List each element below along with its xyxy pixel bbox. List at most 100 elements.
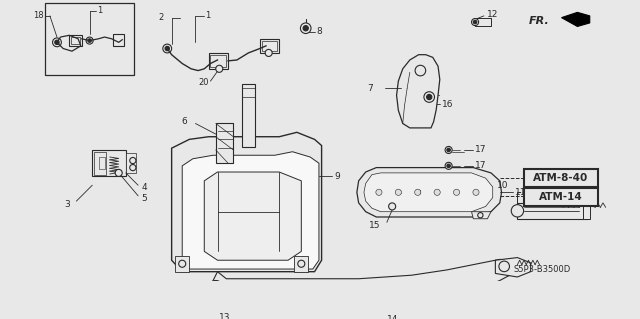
Circle shape	[445, 162, 452, 169]
Text: ATM-14: ATM-14	[539, 192, 582, 202]
Circle shape	[415, 65, 426, 76]
Polygon shape	[175, 256, 189, 272]
Circle shape	[216, 65, 223, 72]
Circle shape	[265, 49, 272, 56]
Text: 10: 10	[497, 181, 509, 190]
Bar	[211, 55, 227, 67]
Circle shape	[211, 285, 220, 294]
Text: 18: 18	[33, 11, 44, 20]
Text: 1: 1	[474, 190, 478, 195]
Circle shape	[165, 46, 170, 51]
Text: 8: 8	[316, 27, 322, 36]
Bar	[69, 35, 82, 46]
Text: 5: 5	[141, 194, 147, 203]
Bar	[260, 39, 279, 53]
Polygon shape	[357, 167, 502, 217]
Circle shape	[179, 260, 186, 267]
Circle shape	[424, 92, 435, 102]
Text: 15: 15	[369, 221, 381, 230]
FancyBboxPatch shape	[524, 188, 598, 205]
Polygon shape	[364, 173, 493, 212]
Circle shape	[434, 189, 440, 195]
Polygon shape	[172, 132, 321, 272]
Polygon shape	[472, 212, 491, 219]
Bar	[582, 203, 589, 219]
Circle shape	[473, 189, 479, 195]
Text: 13: 13	[219, 313, 230, 319]
Bar	[45, 3, 134, 75]
Circle shape	[376, 189, 382, 195]
Text: ATM-8-40: ATM-8-40	[533, 173, 588, 183]
Polygon shape	[211, 259, 517, 302]
Circle shape	[427, 94, 432, 100]
Circle shape	[454, 189, 460, 195]
Circle shape	[445, 146, 452, 153]
Text: 17: 17	[475, 145, 486, 154]
Circle shape	[298, 260, 305, 267]
Text: D: D	[435, 190, 440, 195]
Circle shape	[390, 287, 397, 295]
Text: R: R	[396, 190, 401, 195]
Text: P: P	[376, 190, 381, 195]
Text: 9: 9	[334, 172, 340, 181]
Bar	[216, 123, 234, 163]
Bar	[126, 153, 136, 173]
Circle shape	[86, 37, 93, 44]
FancyBboxPatch shape	[524, 169, 598, 187]
Text: 1: 1	[205, 11, 211, 20]
Circle shape	[447, 164, 451, 167]
Bar	[71, 37, 80, 44]
Circle shape	[472, 19, 479, 26]
Bar	[517, 203, 588, 219]
Text: S5P3-B3500D: S5P3-B3500D	[513, 264, 570, 273]
Circle shape	[388, 203, 396, 210]
Polygon shape	[182, 152, 319, 269]
Circle shape	[303, 26, 308, 31]
Circle shape	[499, 261, 509, 272]
Text: 7: 7	[367, 84, 372, 93]
Circle shape	[369, 296, 380, 307]
Polygon shape	[294, 256, 308, 272]
Circle shape	[387, 284, 401, 298]
Circle shape	[511, 205, 524, 217]
Circle shape	[477, 212, 483, 218]
Text: 2: 2	[159, 13, 164, 22]
Text: 20: 20	[198, 78, 209, 87]
Bar	[209, 53, 228, 69]
Circle shape	[130, 158, 136, 164]
Circle shape	[207, 280, 225, 298]
Text: N: N	[415, 190, 420, 195]
Bar	[99, 157, 104, 169]
Text: 2: 2	[454, 190, 459, 195]
Circle shape	[115, 169, 122, 176]
Text: 4: 4	[141, 183, 147, 192]
Circle shape	[52, 38, 61, 47]
Text: 3: 3	[65, 200, 70, 209]
Bar	[92, 150, 126, 176]
Text: FR.: FR.	[529, 16, 549, 26]
Text: 1: 1	[97, 6, 102, 15]
Polygon shape	[495, 257, 531, 277]
Circle shape	[474, 20, 477, 24]
Circle shape	[300, 23, 311, 33]
Text: 14: 14	[387, 315, 398, 319]
Text: 12: 12	[486, 10, 498, 19]
Circle shape	[415, 189, 421, 195]
Text: 6: 6	[181, 117, 187, 126]
Polygon shape	[204, 172, 301, 260]
Circle shape	[447, 148, 451, 152]
Bar	[113, 33, 124, 46]
Bar	[475, 18, 491, 26]
Circle shape	[163, 44, 172, 53]
Text: 16: 16	[442, 100, 453, 108]
Circle shape	[396, 189, 401, 195]
Circle shape	[88, 39, 92, 42]
Circle shape	[214, 287, 218, 291]
Bar	[262, 41, 278, 51]
Polygon shape	[561, 12, 589, 26]
Bar	[94, 152, 106, 175]
Circle shape	[130, 165, 136, 171]
Text: 17: 17	[475, 161, 486, 170]
Circle shape	[55, 40, 59, 45]
Text: 11: 11	[515, 188, 526, 197]
